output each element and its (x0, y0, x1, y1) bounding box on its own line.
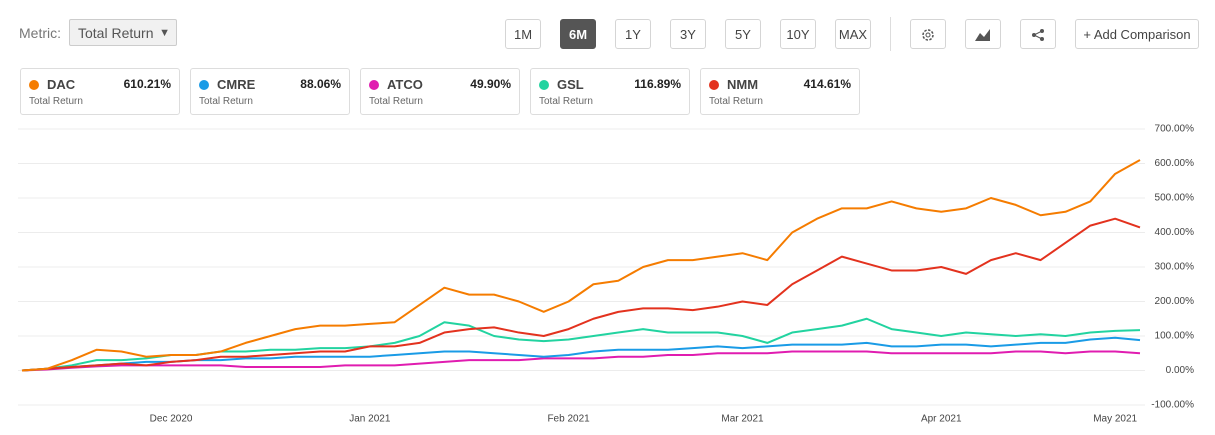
legend-value: 49.90% (470, 77, 511, 91)
series-line (21, 350, 1141, 372)
chart-type-button[interactable] (965, 19, 1001, 49)
series-line (21, 217, 1141, 372)
legend-value: 414.61% (803, 77, 851, 91)
y-tick-label: 400.00% (1155, 227, 1195, 238)
x-tick-label: May 2021 (1093, 414, 1137, 425)
chart: -100.00% 0.00% 100.00% 200.00% 300.00% 400.00… (18, 124, 1195, 425)
y-tick-label: 300.00% (1155, 262, 1195, 273)
range-button[interactable]: 1M (505, 19, 541, 49)
series-line (21, 336, 1141, 372)
range-button[interactable]: 10Y (780, 19, 816, 49)
x-tick-label: Jan 2021 (349, 414, 391, 425)
series-line (21, 159, 1141, 372)
legend-value: 610.21% (123, 77, 171, 91)
legend-name: ATCO (387, 77, 423, 92)
legend-card[interactable]: ATCO 49.90% Total Return (360, 68, 520, 115)
add-comparison-button[interactable]: + Add Comparison (1075, 19, 1199, 49)
legend-subtitle: Total Return (199, 96, 253, 107)
legend-value: 88.06% (300, 77, 341, 91)
legend-card[interactable]: DAC 610.21% Total Return (20, 68, 180, 115)
metric-label: Metric: (19, 25, 61, 41)
legend-name: DAC (47, 77, 76, 92)
metric-value: Total Return (78, 25, 154, 41)
legend-dot (539, 80, 549, 90)
range-button[interactable]: 6M (560, 19, 596, 49)
y-tick-label: 200.00% (1155, 296, 1195, 307)
legend-subtitle: Total Return (709, 96, 763, 107)
x-tick-label: Mar 2021 (721, 414, 764, 425)
y-tick-label: 700.00% (1155, 124, 1195, 135)
y-tick-label: -100.00% (1151, 400, 1194, 411)
legend-dot (709, 80, 719, 90)
legend-card[interactable]: NMM 414.61% Total Return (700, 68, 860, 115)
share-button[interactable] (1020, 19, 1056, 49)
legend-name: GSL (557, 77, 584, 92)
range-button[interactable]: 3Y (670, 19, 706, 49)
range-button[interactable]: 1Y (615, 19, 651, 49)
y-tick-label: 500.00% (1155, 193, 1195, 204)
legend-card[interactable]: CMRE 88.06% Total Return (190, 68, 350, 115)
divider (890, 17, 891, 51)
x-tick-label: Dec 2020 (150, 414, 193, 425)
legend-dot (369, 80, 379, 90)
metric-dropdown[interactable]: Total Return ▼ (69, 19, 177, 46)
legend-dot (29, 80, 39, 90)
legend-value: 116.89% (634, 77, 681, 91)
range-button[interactable]: 5Y (725, 19, 761, 49)
x-tick-label: Feb 2021 (547, 414, 590, 425)
settings-button[interactable] (910, 19, 946, 49)
legend-card[interactable]: GSL 116.89% Total Return (530, 68, 690, 115)
y-tick-label: 0.00% (1166, 365, 1194, 376)
legend-name: CMRE (217, 77, 256, 92)
legend-name: NMM (727, 77, 759, 92)
y-tick-label: 600.00% (1155, 158, 1195, 169)
legend-subtitle: Total Return (539, 96, 593, 107)
legend-subtitle: Total Return (369, 96, 423, 107)
range-button[interactable]: MAX (835, 19, 871, 49)
x-tick-label: Apr 2021 (921, 414, 962, 425)
legend-subtitle: Total Return (29, 96, 83, 107)
legend-dot (199, 80, 209, 90)
y-tick-label: 100.00% (1155, 331, 1195, 342)
